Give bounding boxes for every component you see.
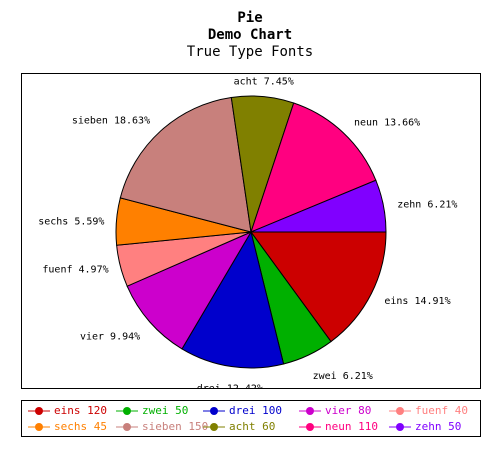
legend-label-fuenf: fuenf 40 [415, 404, 468, 417]
legend-marker-fuenf [389, 407, 411, 415]
pie-label-zwei: zwei 6.21% [313, 371, 373, 382]
legend-label-vier: vier 80 [325, 404, 372, 417]
legend-marker-zwei [116, 407, 138, 415]
pie-slice-vier [126, 230, 253, 350]
legend-marker-sieben [116, 423, 138, 431]
pie-label-eins: eins 14.91% [384, 296, 450, 307]
pie-label-sieben: sieben 18.63% [72, 115, 150, 126]
legend-label-sechs: sechs 45 [54, 420, 107, 433]
legend-label-acht: acht 60 [229, 420, 276, 433]
pie-slice-drei [181, 230, 285, 369]
legend-marker-eins [28, 407, 50, 415]
plot-area: eins 14.91% zwei 6.21% drei 12.42% vier 9.9… [21, 73, 481, 389]
pie-label-vier: vier 9.94% [80, 331, 140, 342]
legend-marker-sechs [28, 423, 50, 431]
legend-marker-vier [299, 407, 321, 415]
pie-label-neun: neun 13.66% [354, 117, 420, 128]
legend-label-zehn: zehn 50 [415, 420, 462, 433]
pie-label-fuenf: fuenf 4.97% [42, 265, 108, 276]
pie-label-zehn: zehn 6.21% [397, 200, 457, 211]
legend-marker-neun [299, 423, 321, 431]
pie-slice-eins [250, 231, 387, 343]
pie-slices [115, 95, 387, 369]
chart-subsubtitle: True Type Fonts [186, 44, 314, 60]
title-block: Pie Demo Chart True Type Fonts [0, 10, 500, 61]
legend-label-eins: eins 120 [54, 404, 107, 417]
legend: eins 120 zwei 50 drei 100 vier 80 fuenf 40 se… [21, 400, 481, 437]
chart-subtitle: Demo Chart [207, 27, 293, 43]
legend-label-zwei: zwei 50 [142, 404, 189, 417]
pie-label-drei: drei 12.42% [197, 383, 263, 388]
legend-label-neun: neun 110 [325, 420, 378, 433]
pie-chart: eins 14.91% zwei 6.21% drei 12.42% vier 9.9… [38, 77, 457, 388]
legend-marker-drei [203, 407, 225, 415]
legend-label-sieben: sieben 150 [142, 420, 209, 433]
legend-label-drei: drei 100 [229, 404, 282, 417]
chart-title: Pie [237, 10, 263, 26]
pie-slice-sieben [119, 96, 252, 233]
legend-marker-acht [203, 423, 225, 431]
legend-marker-zehn [389, 423, 411, 431]
pie-label-sechs: sechs 5.59% [38, 217, 104, 228]
pie-slice-zehn [250, 179, 387, 233]
pie-slice-neun [250, 102, 377, 233]
pie-labels: eins 14.91% zwei 6.21% drei 12.42% vier 9.9… [38, 77, 457, 388]
pie-label-acht: acht 7.45% [234, 77, 294, 88]
